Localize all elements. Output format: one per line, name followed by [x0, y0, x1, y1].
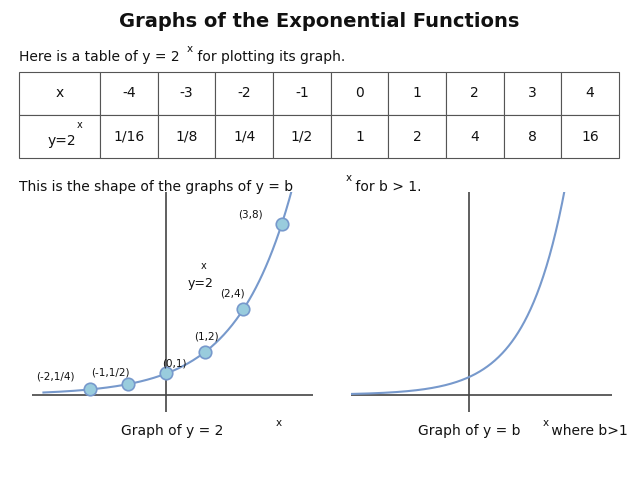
Text: (-2,1/4): (-2,1/4) [36, 372, 74, 382]
Text: x: x [542, 418, 549, 428]
Text: y=2: y=2 [188, 277, 214, 290]
Text: for b > 1.: for b > 1. [351, 180, 422, 194]
Text: x: x [186, 44, 193, 54]
Text: Graph of y = b: Graph of y = b [418, 424, 520, 438]
Text: (1,2): (1,2) [194, 331, 219, 342]
Text: x: x [346, 173, 352, 183]
Text: Graphs of the Exponential Functions: Graphs of the Exponential Functions [119, 12, 519, 31]
Text: Graph of y = 2: Graph of y = 2 [121, 424, 223, 438]
Text: x: x [77, 120, 82, 130]
Text: x: x [200, 262, 206, 272]
Text: (3,8): (3,8) [237, 209, 262, 219]
Text: (-1,1/2): (-1,1/2) [91, 368, 130, 378]
Text: This is the shape of the graphs of y = b: This is the shape of the graphs of y = b [19, 180, 293, 194]
Text: Here is a table of y = 2: Here is a table of y = 2 [19, 50, 180, 64]
Text: (0,1): (0,1) [162, 358, 186, 368]
Text: y=2: y=2 [48, 134, 77, 148]
Text: x: x [276, 418, 282, 428]
Text: (2,4): (2,4) [220, 288, 245, 298]
Text: for plotting its graph.: for plotting its graph. [193, 50, 345, 64]
Text: where b>1: where b>1 [547, 424, 628, 438]
